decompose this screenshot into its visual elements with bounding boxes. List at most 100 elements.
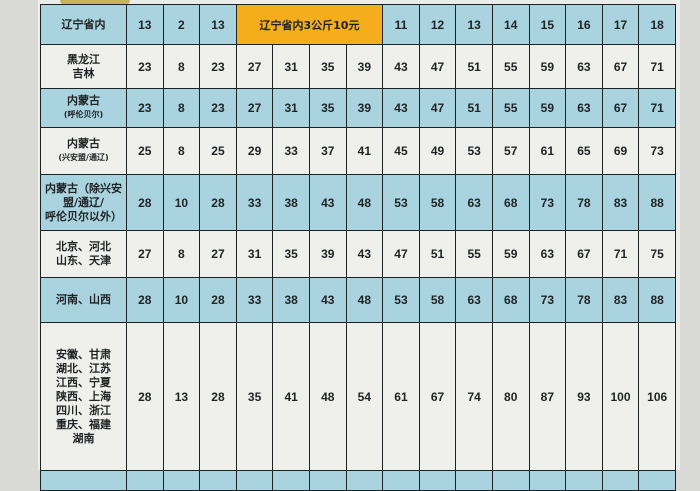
region-label-line: 山东、天津	[56, 254, 111, 267]
price-cell: 23	[199, 88, 237, 128]
price-cell: 55	[491, 88, 530, 128]
region-label-line: 北京、河北	[56, 240, 111, 253]
price-cell: 31	[235, 230, 274, 278]
empty-cell	[162, 470, 201, 491]
price-cell: 35	[235, 322, 274, 471]
empty-cell	[638, 470, 676, 491]
region-label-line: 内蒙古	[67, 94, 100, 107]
region-label-line: 内蒙古（除兴安	[45, 181, 122, 195]
region-label-line: 安徽、甘肃	[56, 347, 111, 361]
price-cell: 11	[382, 4, 420, 45]
region-label: 北京、河北 山东、天津	[40, 230, 127, 278]
price-cell: 73	[638, 127, 676, 175]
price-cell: 27	[199, 230, 237, 278]
region-label: 内蒙古 (兴安盟/通辽)	[40, 127, 127, 175]
price-cell: 58	[418, 277, 457, 323]
price-cell: 25	[126, 127, 164, 175]
price-cell: 27	[235, 88, 274, 128]
region-label-line: 湖北、江苏	[56, 361, 111, 375]
table-row: 内蒙古 (兴安盟/通辽) 25 8 25 29 33 37 41 45 49 53 57 61 65 69 73	[40, 127, 676, 175]
price-cell: 13	[162, 322, 201, 471]
price-cell: 10	[162, 277, 201, 323]
table-row: 安徽、甘肃 湖北、江苏 江西、宁夏 陕西、上海 四川、浙江 重庆、福建 湖南 28 13 28 35…	[40, 322, 676, 471]
price-cell: 45	[382, 127, 420, 175]
price-cell: 87	[528, 322, 567, 471]
price-cell: 78	[565, 174, 603, 231]
price-cell: 43	[308, 277, 347, 323]
price-cell: 23	[199, 44, 237, 89]
price-cell: 13	[455, 4, 493, 45]
region-label-line: 黑龙江	[67, 52, 100, 66]
price-cell: 63	[455, 174, 493, 231]
price-cell: 35	[308, 44, 347, 89]
empty-cell	[345, 470, 384, 491]
price-cell: 49	[418, 127, 457, 175]
price-cell: 10	[162, 174, 201, 231]
price-cell: 51	[418, 230, 457, 278]
price-cell: 39	[345, 44, 384, 89]
price-cell: 43	[345, 230, 384, 278]
empty-cell	[601, 470, 640, 491]
price-cell: 65	[565, 127, 603, 175]
price-cell: 12	[418, 4, 457, 45]
price-cell: 38	[272, 277, 310, 323]
price-cell: 35	[308, 88, 347, 128]
region-label-line: 呼伦贝尔以外）	[45, 209, 122, 223]
price-cell: 29	[235, 127, 274, 175]
region-label: 黑龙江 吉林	[40, 44, 127, 89]
price-cell: 23	[126, 88, 164, 128]
price-cell: 53	[455, 127, 493, 175]
price-cell: 25	[199, 127, 237, 175]
price-cell: 61	[528, 127, 567, 175]
price-cell: 59	[491, 230, 530, 278]
price-cell: 58	[418, 174, 457, 231]
empty-cell	[565, 470, 603, 491]
price-cell: 38	[272, 174, 310, 231]
price-cell: 14	[491, 4, 530, 45]
price-cell: 31	[272, 44, 310, 89]
region-label-line: 盟/通辽/	[62, 195, 105, 209]
price-cell: 88	[638, 277, 676, 323]
price-cell: 33	[272, 127, 310, 175]
price-cell: 55	[455, 230, 493, 278]
price-cell: 67	[601, 44, 640, 89]
region-label-line: 湖南	[72, 431, 95, 445]
table-row-partial	[40, 470, 676, 491]
price-cell: 67	[601, 88, 640, 128]
price-cell: 43	[382, 44, 420, 89]
price-cell: 67	[418, 322, 457, 471]
price-cell: 33	[235, 174, 274, 231]
price-cell: 28	[199, 174, 237, 231]
price-cell: 63	[455, 277, 493, 323]
price-cell: 83	[601, 174, 640, 231]
price-cell: 73	[528, 277, 567, 323]
price-cell: 51	[455, 44, 493, 89]
empty-cell	[40, 470, 127, 491]
empty-cell	[272, 470, 310, 491]
region-label-line: (呼伦贝尔)	[63, 110, 104, 119]
region-label-line: 河南、山西	[56, 293, 111, 306]
table-row: 辽宁省内 13 2 13 辽宁省内3公斤10元 11 12 13 14 15 16 17 18	[40, 4, 676, 45]
price-cell: 17	[601, 4, 640, 45]
price-cell: 59	[528, 44, 567, 89]
price-cell: 51	[455, 88, 493, 128]
price-cell: 71	[601, 230, 640, 278]
price-cell: 73	[528, 174, 567, 231]
price-cell: 31	[272, 88, 310, 128]
price-cell: 68	[491, 277, 530, 323]
price-cell: 106	[638, 322, 676, 471]
price-cell: 80	[491, 322, 530, 471]
price-cell: 18	[638, 4, 676, 45]
price-cell: 13	[126, 4, 164, 45]
table-row: 黑龙江 吉林 23 8 23 27 31 35 39 43 47 51 55 59 63 67 71	[40, 44, 676, 89]
price-cell: 28	[199, 277, 237, 323]
price-cell: 2	[162, 4, 201, 45]
price-cell: 75	[638, 230, 676, 278]
region-label-line: 吉林	[72, 66, 95, 80]
price-cell: 23	[126, 44, 164, 89]
price-cell: 28	[199, 322, 237, 471]
region-label: 内蒙古 (呼伦贝尔)	[40, 88, 127, 128]
empty-cell	[308, 470, 347, 491]
price-cell: 28	[126, 174, 164, 231]
price-cell: 43	[308, 174, 347, 231]
